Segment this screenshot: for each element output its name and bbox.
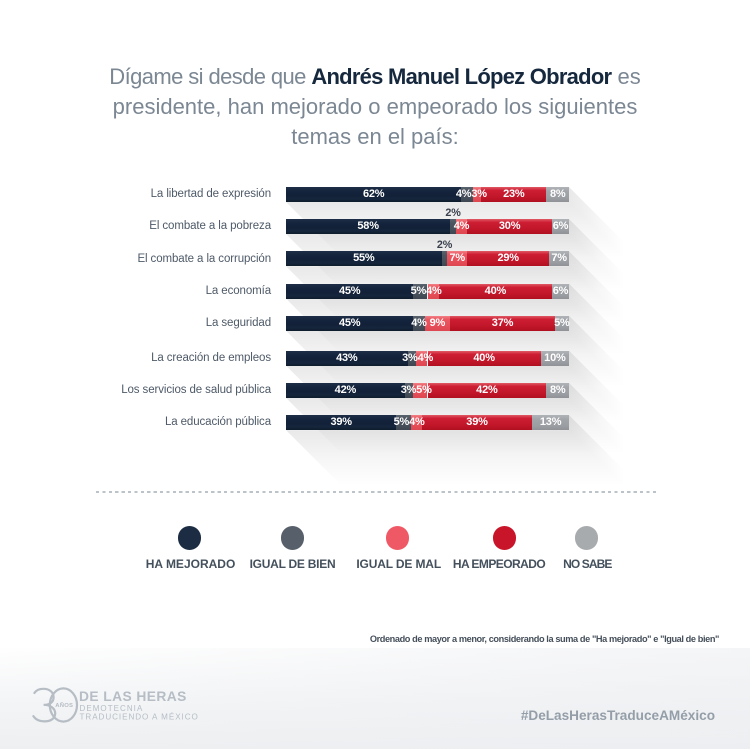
svg-text:DEMOTECNIA: DEMOTECNIA <box>80 704 144 713</box>
svg-text:AÑOS: AÑOS <box>55 702 73 709</box>
svg-text:TRADUCIENDO A MÉXICO: TRADUCIENDO A MÉXICO <box>80 713 199 722</box>
svg-text:DE LAS HERAS: DE LAS HERAS <box>79 689 187 704</box>
